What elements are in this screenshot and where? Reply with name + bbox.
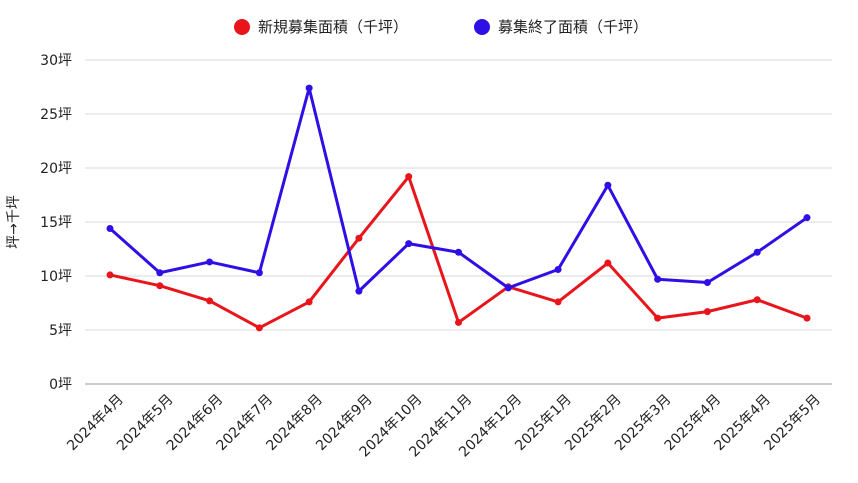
y-tick-label: 0坪	[49, 377, 72, 393]
series-line	[108, 86, 809, 293]
x-axis-ticks: 2024年4月2024年5月2024年6月2024年7月2024年8月2024年…	[64, 392, 824, 461]
data-point	[305, 298, 313, 306]
y-tick-label: 5坪	[49, 323, 72, 339]
y-tick-label: 20坪	[40, 161, 72, 177]
data-point	[355, 287, 363, 295]
data-point	[106, 224, 114, 232]
legend-marker	[234, 19, 250, 35]
data-point	[753, 296, 761, 304]
y-tick-label: 30坪	[40, 53, 72, 69]
data-point	[455, 248, 462, 256]
data-point	[206, 297, 214, 305]
data-point	[554, 266, 562, 274]
data-point	[405, 240, 413, 248]
data-point	[703, 308, 711, 316]
data-point	[604, 259, 612, 267]
data-point	[554, 298, 562, 306]
y-tick-label: 25坪	[40, 107, 72, 123]
y-axis-label: 坪→千坪	[6, 195, 22, 249]
data-point	[206, 258, 214, 266]
legend-item: 新規募集面積（千坪）	[234, 18, 408, 36]
y-tick-label: 10坪	[40, 269, 72, 285]
data-point	[305, 84, 313, 92]
legend-marker	[474, 19, 490, 35]
y-axis-ticks: 0坪 5坪 10坪 15坪 20坪 25坪 30坪	[40, 53, 72, 393]
data-point	[753, 248, 761, 256]
data-point	[355, 234, 363, 242]
y-tick-label: 15坪	[40, 215, 72, 231]
legend-item: 募集終了面積（千坪）	[474, 18, 648, 36]
series-2	[106, 84, 811, 295]
data-point	[255, 269, 263, 277]
data-point	[156, 269, 164, 277]
legend: 新規募集面積（千坪） 募集終了面積（千坪）	[234, 18, 648, 36]
legend-label: 新規募集面積（千坪）	[258, 18, 408, 36]
series-1	[106, 173, 811, 332]
data-point	[405, 173, 413, 181]
data-point	[604, 181, 612, 189]
legend-label: 募集終了面積（千坪）	[498, 18, 648, 36]
data-point	[156, 282, 164, 290]
data-point	[703, 278, 711, 286]
data-point	[654, 275, 662, 283]
data-point	[803, 314, 811, 322]
data-point	[106, 271, 114, 279]
grid-lines	[85, 59, 832, 385]
data-point	[654, 314, 662, 322]
data-point	[455, 318, 462, 326]
data-point	[803, 214, 811, 222]
data-point	[255, 324, 263, 332]
series-layer	[106, 84, 811, 332]
data-point	[504, 284, 512, 292]
